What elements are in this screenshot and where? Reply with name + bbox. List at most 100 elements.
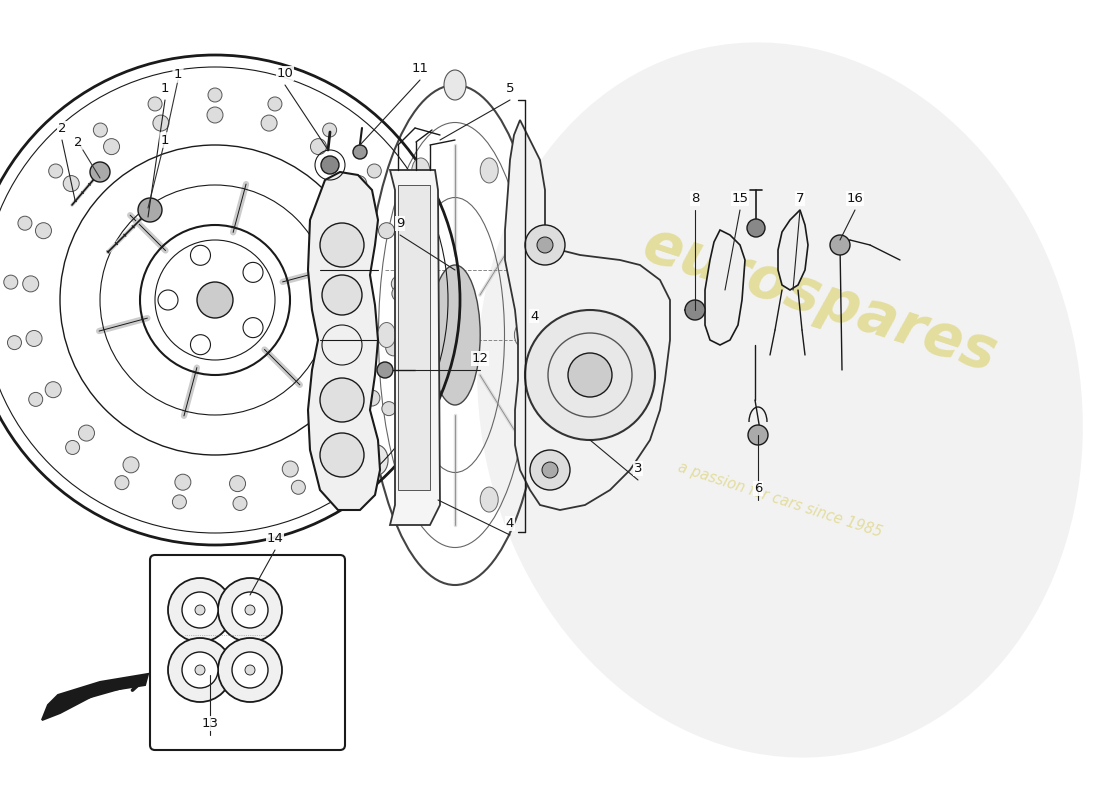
Circle shape: [168, 578, 232, 642]
Circle shape: [3, 275, 18, 289]
Circle shape: [138, 198, 162, 222]
Circle shape: [148, 97, 162, 111]
Circle shape: [230, 476, 245, 492]
Text: 11: 11: [411, 62, 429, 75]
Circle shape: [245, 605, 255, 615]
Ellipse shape: [411, 487, 430, 512]
Text: 13: 13: [201, 717, 219, 730]
Circle shape: [525, 310, 654, 440]
Circle shape: [406, 346, 420, 360]
Circle shape: [329, 432, 344, 448]
Circle shape: [175, 474, 191, 490]
Text: eurospares: eurospares: [636, 216, 1004, 384]
Circle shape: [207, 107, 223, 123]
Circle shape: [830, 235, 850, 255]
Circle shape: [310, 138, 327, 154]
Circle shape: [377, 362, 393, 378]
Circle shape: [392, 286, 408, 302]
Circle shape: [322, 275, 362, 315]
Circle shape: [351, 175, 366, 191]
Text: 8: 8: [691, 192, 700, 205]
Circle shape: [283, 461, 298, 477]
Circle shape: [321, 156, 339, 174]
Circle shape: [190, 246, 210, 266]
Circle shape: [35, 222, 52, 238]
Circle shape: [398, 216, 412, 230]
Polygon shape: [308, 172, 380, 510]
Circle shape: [245, 665, 255, 675]
Circle shape: [190, 334, 210, 354]
Circle shape: [382, 402, 396, 416]
Circle shape: [26, 330, 42, 346]
Circle shape: [530, 450, 570, 490]
Circle shape: [63, 175, 79, 191]
Polygon shape: [505, 120, 670, 510]
Polygon shape: [42, 674, 148, 720]
Text: 2: 2: [74, 135, 82, 149]
Circle shape: [232, 652, 268, 688]
Text: 1: 1: [174, 69, 183, 82]
Circle shape: [123, 457, 139, 473]
Circle shape: [364, 390, 380, 406]
Circle shape: [261, 115, 277, 131]
Circle shape: [412, 286, 427, 300]
Circle shape: [386, 340, 402, 356]
Circle shape: [320, 378, 364, 422]
Circle shape: [195, 665, 205, 675]
Ellipse shape: [477, 42, 1082, 758]
Text: 16: 16: [847, 192, 864, 205]
Text: 15: 15: [732, 192, 748, 205]
Ellipse shape: [430, 265, 481, 405]
Circle shape: [23, 276, 38, 292]
Polygon shape: [398, 185, 430, 490]
Circle shape: [158, 290, 178, 310]
Circle shape: [18, 216, 32, 230]
Circle shape: [292, 480, 306, 494]
Circle shape: [685, 300, 705, 320]
Circle shape: [568, 353, 612, 397]
Circle shape: [45, 382, 62, 398]
Ellipse shape: [521, 445, 543, 475]
Polygon shape: [705, 230, 745, 345]
Circle shape: [66, 441, 79, 454]
Circle shape: [367, 164, 382, 178]
Circle shape: [525, 225, 565, 265]
Circle shape: [29, 392, 43, 406]
Circle shape: [322, 123, 337, 137]
Circle shape: [153, 115, 169, 131]
Circle shape: [320, 223, 364, 267]
Circle shape: [197, 282, 233, 318]
Circle shape: [173, 495, 186, 509]
Circle shape: [182, 592, 218, 628]
Polygon shape: [390, 170, 440, 525]
Circle shape: [103, 138, 120, 154]
Text: 1: 1: [161, 82, 169, 95]
Text: 3: 3: [634, 462, 642, 475]
Ellipse shape: [366, 445, 388, 475]
Circle shape: [392, 276, 407, 292]
Circle shape: [208, 88, 222, 102]
Circle shape: [182, 652, 218, 688]
Circle shape: [542, 462, 558, 478]
Text: 7: 7: [795, 192, 804, 205]
Circle shape: [218, 638, 282, 702]
Polygon shape: [778, 210, 808, 290]
Circle shape: [353, 145, 367, 159]
Circle shape: [232, 592, 268, 628]
Circle shape: [195, 605, 205, 615]
Circle shape: [48, 164, 63, 178]
Text: 9: 9: [396, 217, 404, 230]
Text: 14: 14: [266, 532, 284, 545]
Circle shape: [342, 448, 356, 462]
Circle shape: [243, 262, 263, 282]
Ellipse shape: [377, 322, 396, 347]
Ellipse shape: [481, 158, 498, 183]
Circle shape: [243, 318, 263, 338]
Text: a passion for cars since 1985: a passion for cars since 1985: [676, 460, 884, 540]
Circle shape: [378, 222, 395, 238]
Circle shape: [218, 578, 282, 642]
Circle shape: [233, 497, 248, 510]
Circle shape: [747, 219, 764, 237]
Text: 12: 12: [472, 352, 488, 365]
Circle shape: [78, 425, 95, 441]
